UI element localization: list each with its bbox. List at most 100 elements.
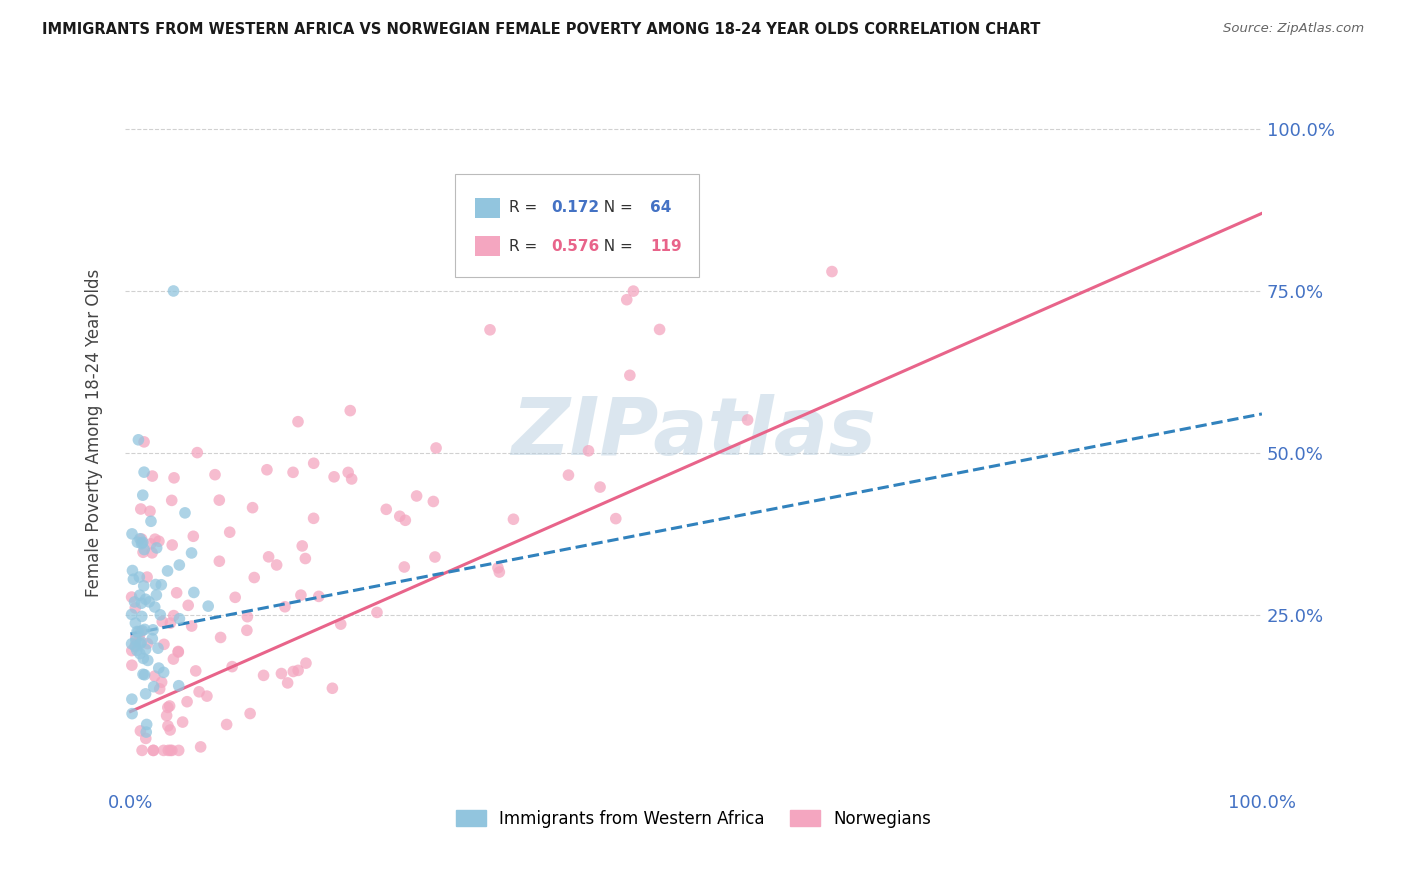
Point (129, 532, 152, 546)
Text: ZIPatlas: ZIPatlas (510, 394, 876, 473)
Point (132, 651, 155, 665)
Point (157, 743, 180, 757)
Point (648, 322, 671, 336)
Point (256, 463, 278, 477)
Point (186, 445, 208, 459)
Point (129, 647, 152, 661)
Point (163, 608, 186, 623)
Point (169, 612, 191, 626)
Point (134, 623, 156, 637)
Point (177, 599, 200, 613)
Point (121, 607, 143, 622)
Point (197, 599, 219, 614)
FancyBboxPatch shape (475, 236, 501, 256)
Point (425, 441, 447, 455)
Point (139, 537, 162, 551)
Point (125, 633, 148, 648)
Point (291, 539, 314, 553)
Point (132, 488, 155, 502)
Point (135, 725, 157, 739)
Point (150, 578, 173, 592)
Point (148, 534, 170, 549)
Point (166, 586, 188, 600)
Point (136, 636, 159, 650)
Point (150, 675, 173, 690)
Point (174, 506, 197, 520)
Point (176, 695, 198, 709)
Point (159, 723, 181, 737)
Point (125, 643, 148, 657)
Point (135, 592, 157, 607)
Point (239, 706, 262, 721)
Point (150, 615, 173, 629)
Point (135, 642, 157, 657)
Point (145, 541, 167, 555)
Point (488, 565, 510, 579)
Text: 119: 119 (650, 239, 682, 253)
Point (180, 546, 202, 560)
Point (124, 638, 146, 652)
Point (121, 637, 143, 651)
Point (152, 665, 174, 680)
Point (121, 527, 143, 541)
Point (323, 470, 346, 484)
Point (142, 680, 165, 694)
Point (621, 284, 644, 298)
Point (143, 600, 166, 615)
Point (132, 465, 155, 479)
Point (169, 558, 191, 572)
Point (236, 609, 259, 624)
Point (129, 502, 152, 516)
Point (180, 619, 202, 633)
Point (132, 434, 155, 449)
Point (388, 509, 411, 524)
Point (124, 640, 146, 654)
Point (266, 558, 288, 572)
Point (138, 595, 160, 609)
Point (121, 706, 143, 721)
Point (821, 264, 844, 278)
Point (366, 606, 388, 620)
Point (149, 681, 172, 696)
Point (502, 512, 524, 526)
Point (204, 467, 226, 482)
Point (153, 637, 176, 651)
Point (162, 652, 184, 666)
Text: N =: N = (595, 239, 638, 253)
Point (160, 743, 183, 757)
Point (281, 466, 304, 480)
Point (136, 570, 159, 584)
Point (135, 687, 157, 701)
Point (208, 554, 231, 568)
Point (127, 433, 149, 447)
Point (142, 623, 165, 637)
Point (167, 679, 190, 693)
Point (242, 500, 264, 515)
Point (274, 599, 297, 614)
Point (308, 590, 330, 604)
Point (128, 629, 150, 643)
Point (132, 667, 155, 681)
Point (375, 502, 398, 516)
Point (605, 511, 627, 525)
Point (141, 469, 163, 483)
Point (159, 698, 181, 713)
Point (479, 323, 502, 337)
Point (394, 513, 416, 527)
Point (148, 661, 170, 675)
Text: R =: R = (509, 200, 543, 215)
Point (132, 535, 155, 549)
Point (172, 714, 194, 729)
Point (302, 511, 325, 525)
Point (405, 489, 427, 503)
Text: 0.576: 0.576 (551, 239, 599, 253)
Point (152, 743, 174, 757)
Point (236, 624, 259, 638)
Point (124, 601, 146, 615)
Point (394, 560, 416, 574)
Point (131, 635, 153, 649)
Point (134, 667, 156, 681)
Point (619, 368, 641, 383)
Point (287, 415, 309, 429)
Point (121, 692, 143, 706)
